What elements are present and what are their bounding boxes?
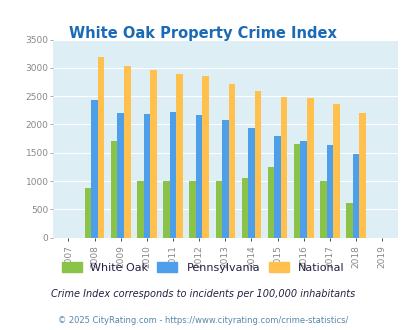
Bar (117, 113, 124, 238)
Bar (333, 104, 339, 238)
Bar (111, 142, 117, 238)
Bar (254, 90, 261, 238)
Bar (274, 136, 280, 238)
Bar (196, 115, 202, 238)
Bar (293, 144, 300, 238)
Bar (345, 203, 352, 238)
Text: © 2025 CityRating.com - https://www.cityrating.com/crime-statistics/: © 2025 CityRating.com - https://www.city… (58, 316, 347, 325)
Bar (85, 188, 91, 238)
Legend: White Oak, Pennsylvania, National: White Oak, Pennsylvania, National (57, 258, 348, 278)
Bar (241, 178, 247, 238)
Bar (137, 181, 143, 238)
Bar (319, 181, 326, 238)
Bar (202, 76, 209, 238)
Text: White Oak Property Crime Index: White Oak Property Crime Index (69, 26, 336, 41)
Bar (124, 66, 130, 238)
Bar (150, 70, 156, 238)
Bar (300, 142, 306, 238)
Bar (228, 84, 234, 238)
Bar (222, 120, 228, 238)
Bar (98, 56, 104, 238)
Text: Crime Index corresponds to incidents per 100,000 inhabitants: Crime Index corresponds to incidents per… (51, 289, 354, 299)
Bar (176, 74, 182, 238)
Bar (247, 128, 254, 238)
Bar (306, 98, 313, 238)
Bar (91, 100, 98, 238)
Bar (352, 154, 358, 238)
Bar (267, 167, 274, 238)
Bar (326, 146, 333, 238)
Bar (169, 112, 176, 238)
Bar (215, 181, 222, 238)
Bar (280, 97, 287, 238)
Bar (189, 181, 196, 238)
Bar (143, 114, 150, 238)
Bar (163, 181, 169, 238)
Bar (358, 113, 365, 238)
